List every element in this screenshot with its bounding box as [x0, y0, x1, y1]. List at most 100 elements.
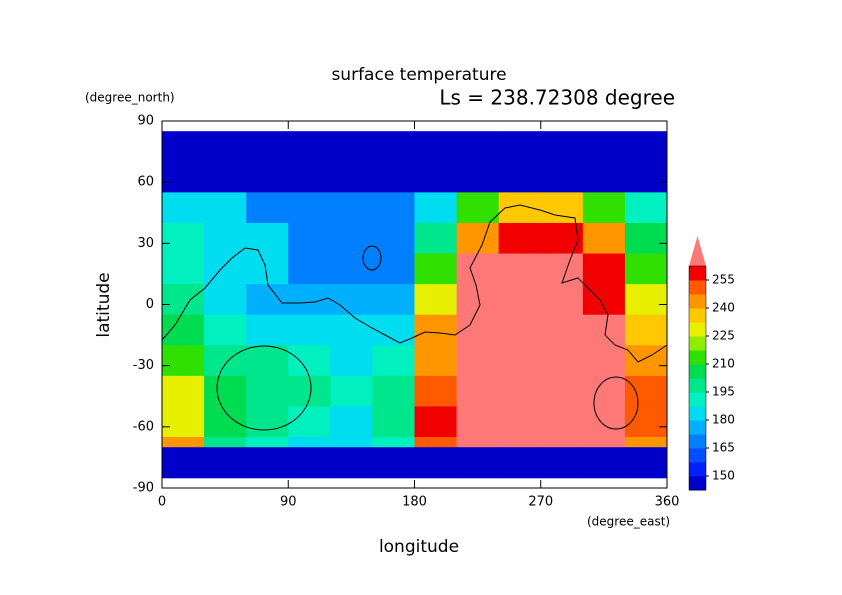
- cell: [498, 222, 542, 255]
- cell: [624, 314, 668, 346]
- cell: [162, 375, 205, 407]
- cell: [288, 406, 331, 438]
- cell: [582, 314, 626, 346]
- chart-title: surface temperature: [331, 65, 506, 85]
- cell: [540, 253, 584, 285]
- cell: [624, 253, 668, 285]
- cell: [246, 447, 289, 479]
- cell: [246, 131, 289, 163]
- colorbar-tick-label: 180: [712, 413, 735, 427]
- cell: [414, 447, 458, 479]
- x-units: (degree_east): [587, 515, 670, 529]
- cell: [624, 284, 668, 316]
- axes: 0 90 180 270 360 -90 -60 -30 0 30 60 90: [133, 114, 680, 510]
- cell: [540, 437, 584, 448]
- y-tick-label: 60: [137, 175, 154, 190]
- cell: [540, 192, 584, 224]
- cell: [498, 314, 542, 346]
- colorbar-band: [689, 420, 706, 435]
- cell: [624, 131, 668, 163]
- cell: [288, 253, 331, 285]
- x-tick-label: 0: [158, 495, 166, 510]
- cell: [204, 253, 247, 285]
- y-tick-label: 0: [146, 297, 154, 312]
- cell: [414, 161, 458, 193]
- cell: [582, 222, 626, 255]
- colorbar-band: [689, 476, 706, 491]
- cell: [246, 284, 289, 316]
- colorbar-tick-label: 210: [712, 357, 735, 371]
- y-tick-label: 30: [137, 236, 154, 251]
- cell: [540, 345, 584, 377]
- cell: [582, 437, 626, 448]
- colorbar-band: [689, 378, 706, 393]
- cell: [414, 375, 458, 407]
- y-axis-label: latitude: [94, 272, 114, 337]
- cell: [456, 284, 500, 316]
- cell: [204, 437, 247, 448]
- cell: [624, 375, 668, 407]
- cell: [162, 192, 205, 224]
- cell: [582, 253, 626, 285]
- colorbar-band: [689, 364, 706, 379]
- cell: [162, 314, 205, 346]
- cell: [288, 345, 331, 377]
- colorbar-tick-label: 225: [712, 329, 735, 343]
- colorbar-tick-label: 195: [712, 385, 735, 399]
- cell: [372, 447, 415, 479]
- cell: [204, 284, 247, 316]
- contour-ring: [216, 345, 312, 431]
- y-tick-label: -30: [133, 358, 154, 373]
- cell: [456, 131, 500, 163]
- cell: [246, 314, 289, 346]
- cell: [162, 131, 205, 163]
- y-tick-label: -90: [133, 481, 154, 496]
- cell: [204, 192, 247, 224]
- cell: [624, 192, 668, 224]
- cell: [540, 222, 584, 255]
- cell: [372, 161, 415, 193]
- topography-contour: [161, 204, 668, 431]
- cell: [498, 284, 542, 316]
- colorbar-tick-label: 240: [712, 301, 735, 315]
- colorbar: 150 165 180 195 210 225 240 255: [688, 236, 735, 491]
- cell: [330, 222, 373, 255]
- cell: [456, 161, 500, 193]
- cell: [624, 447, 668, 479]
- cell: [456, 192, 500, 224]
- colorbar-band: [689, 308, 706, 323]
- cell: [330, 447, 373, 479]
- cell: [162, 345, 205, 377]
- colorbar-band: [689, 336, 706, 351]
- colorbar-tick-label: 165: [712, 441, 735, 455]
- colorbar-frame: [688, 265, 707, 491]
- cell: [540, 314, 584, 346]
- cell: [204, 375, 247, 407]
- cell: [246, 161, 289, 193]
- cell: [414, 345, 458, 377]
- cell: [456, 447, 500, 479]
- cell: [456, 253, 500, 285]
- cell: [414, 437, 458, 448]
- cell: [288, 437, 331, 448]
- colorbar-band: [689, 322, 706, 337]
- cell: [456, 437, 500, 448]
- cell: [372, 437, 415, 448]
- cell: [372, 345, 415, 377]
- cell: [246, 375, 289, 407]
- cell: [456, 345, 500, 377]
- cell: [288, 375, 331, 407]
- colorbar-tick-label: 150: [712, 469, 735, 483]
- colorbar-tick-label: 255: [712, 273, 735, 287]
- cell: [582, 192, 626, 224]
- cell: [456, 375, 500, 407]
- colorbar-extend: [689, 236, 706, 266]
- cell: [330, 131, 373, 163]
- cell: [540, 447, 584, 479]
- cell: [414, 314, 458, 346]
- cell: [330, 375, 373, 407]
- cell: [414, 131, 458, 163]
- cell: [498, 375, 542, 407]
- contour-line: [161, 204, 668, 363]
